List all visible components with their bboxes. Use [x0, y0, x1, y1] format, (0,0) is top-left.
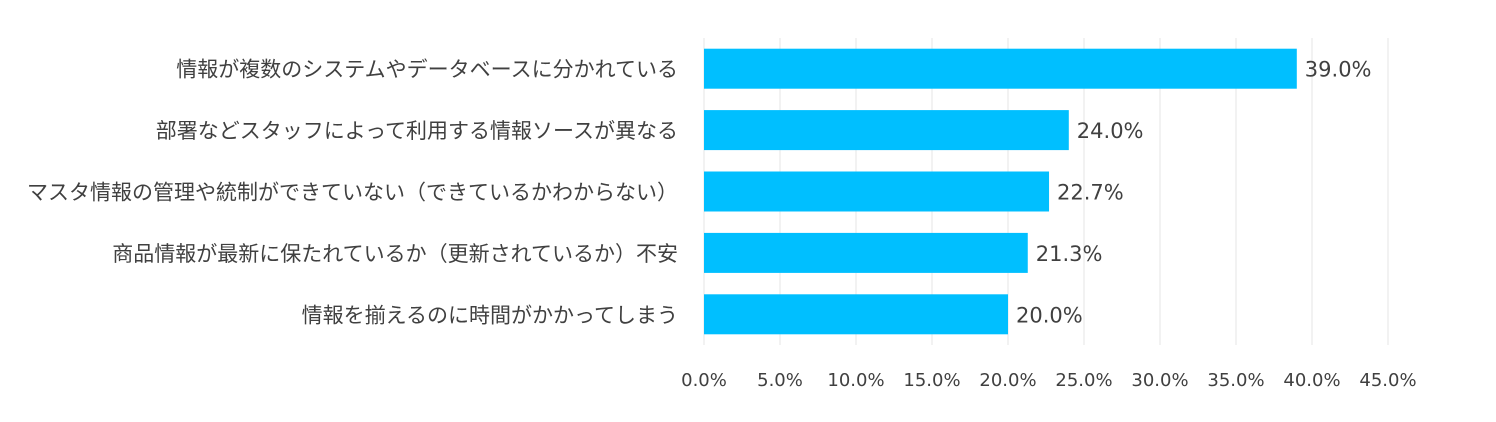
- x-tick-label: 25.0%: [1055, 370, 1112, 391]
- x-axis-ticks: 0.0% 5.0% 10.0% 15.0% 20.0% 25.0% 30.0% 35.0% 40…: [681, 370, 1416, 391]
- category-label: 情報を揃えるのに時間がかかってしまう: [302, 303, 678, 327]
- bar: [704, 110, 1069, 151]
- data-label: 24.0%: [1077, 119, 1144, 143]
- category-label: マスタ情報の管理や統制ができていない（できているかわからない）: [27, 181, 678, 205]
- x-tick-label: 30.0%: [1131, 370, 1188, 391]
- category-label: 部署などスタッフによって利用する情報ソースが異なる: [156, 119, 678, 143]
- x-tick-label: 45.0%: [1359, 370, 1416, 391]
- x-tick-label: 10.0%: [827, 370, 884, 391]
- bar: [704, 232, 1028, 273]
- bar: [704, 171, 1050, 212]
- data-label: 21.3%: [1036, 242, 1103, 266]
- data-label: 20.0%: [1016, 303, 1083, 327]
- x-tick-label: 35.0%: [1207, 370, 1264, 391]
- category-label: 商品情報が最新に保たれているか（更新されているか）不安: [112, 242, 678, 266]
- x-tick-label: 0.0%: [681, 370, 727, 391]
- data-label: 22.7%: [1057, 181, 1124, 205]
- x-tick-label: 20.0%: [979, 370, 1036, 391]
- x-tick-label: 15.0%: [903, 370, 960, 391]
- x-tick-label: 40.0%: [1283, 370, 1340, 391]
- category-labels: 情報が複数のシステムやデータベースに分かれている部署などスタッフによって利用する…: [27, 58, 678, 328]
- x-tick-label: 5.0%: [757, 370, 803, 391]
- bars: [704, 48, 1297, 335]
- data-label: 39.0%: [1305, 58, 1372, 82]
- bar: [704, 48, 1297, 89]
- category-label: 情報が複数のシステムやデータベースに分かれている: [176, 58, 678, 82]
- bar: [704, 294, 1008, 335]
- data-labels: 39.0% 24.0% 22.7% 21.3% 20.0%: [1016, 58, 1372, 328]
